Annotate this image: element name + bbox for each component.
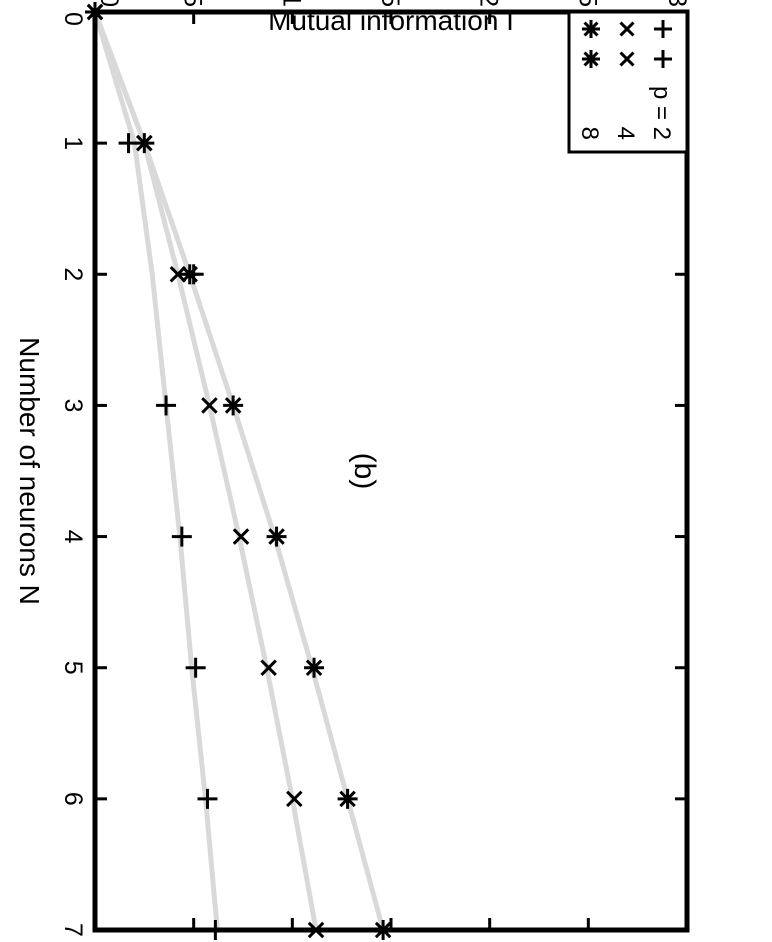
legend-marker-p8 — [582, 50, 600, 68]
point-p2 — [197, 788, 218, 809]
legend-entry-p4: 4 — [612, 127, 639, 140]
x-tick-label: 7 — [59, 923, 87, 937]
x-tick-label: 2 — [59, 267, 87, 281]
point-p8 — [223, 395, 244, 416]
data-points — [85, 2, 394, 940]
fit-line-p2 — [92, 11, 220, 931]
point-p8 — [266, 526, 287, 547]
point-p8 — [304, 657, 325, 678]
fit-lines — [92, 11, 386, 931]
legend-marker-p4 — [619, 21, 635, 37]
x-tick-label: 1 — [59, 136, 87, 150]
y-tick-label: 2 — [475, 0, 503, 7]
point-p8 — [134, 133, 155, 154]
x-tick-label: 5 — [59, 661, 87, 675]
point-p4 — [286, 790, 303, 808]
legend-marker-p2 — [654, 20, 672, 38]
tick-labels: 0 0.5 1 1.5 2 2.5 3 0 1 2 3 4 5 6 7 — [59, 0, 691, 937]
plot-frame — [92, 9, 690, 933]
rotated-figure: (b) Mutual information I Number of neuro… — [14, 0, 691, 940]
x-axis-label: Number of neurons N — [14, 337, 45, 605]
point-p4 — [232, 528, 250, 545]
point-p4 — [201, 397, 218, 414]
x-tick-label: 6 — [59, 792, 87, 806]
y-tick-label: 0 — [95, 0, 123, 7]
legend: p = 2 48 — [567, 10, 689, 154]
y-tick-label: 3 — [663, 0, 691, 7]
point-p2 — [185, 657, 206, 678]
legend-marker-p4 — [619, 51, 635, 67]
x-tick-label: 3 — [59, 398, 87, 412]
legend-marker-p8 — [582, 20, 600, 38]
point-p8 — [337, 788, 358, 809]
y-tick-label: 2.5 — [573, 0, 601, 7]
point-p4 — [169, 266, 187, 283]
point-p4 — [260, 659, 277, 676]
legend-entry-p2: p = 2 — [648, 86, 675, 140]
x-tick-label: 4 — [59, 530, 87, 544]
legend-entry-p8: 8 — [576, 127, 603, 140]
point-p2 — [156, 395, 177, 416]
point-p8 — [179, 264, 200, 285]
y-tick-label: 1.5 — [376, 0, 404, 7]
y-tick-label: 1 — [277, 0, 305, 7]
fit-line-p8 — [92, 11, 386, 931]
legend-box — [567, 10, 689, 154]
point-p2 — [171, 526, 192, 547]
x-tick-label: 0 — [59, 12, 87, 26]
panel-label: (b) — [348, 453, 381, 490]
legend-marker-p2 — [654, 50, 672, 68]
y-tick-label: 0.5 — [179, 0, 207, 7]
